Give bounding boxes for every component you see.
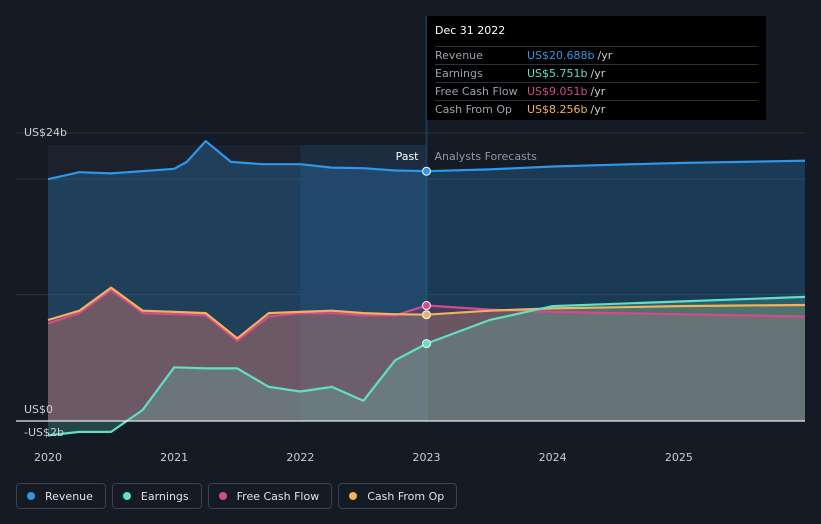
legend-label: Cash From Op bbox=[367, 489, 445, 503]
x-tick-label: 2022 bbox=[286, 451, 314, 464]
forecast-label: Analysts Forecasts bbox=[435, 150, 538, 163]
marker-earnings bbox=[422, 339, 431, 349]
tooltip-row-unit: /yr bbox=[590, 67, 606, 80]
highlight-markers bbox=[422, 166, 431, 349]
marker-free-cash-flow bbox=[422, 301, 431, 311]
legend-dot-icon bbox=[218, 492, 227, 500]
series-lines bbox=[47, 140, 806, 437]
x-tick-label: 2024 bbox=[539, 451, 567, 464]
tooltip-row-name: Free Cash Flow bbox=[435, 85, 518, 98]
tooltip-row-value: US$20.688b bbox=[527, 49, 595, 62]
line-earnings bbox=[47, 295, 806, 437]
y-tick-label: US$0 bbox=[24, 403, 53, 416]
series-areas bbox=[48, 141, 805, 436]
area-cash-from-op bbox=[48, 287, 805, 421]
tooltip-row-name: Cash From Op bbox=[435, 103, 513, 116]
chart: US$24b US$0 -US$2b 2020 2021 2022 2023 2024 2025… bbox=[16, 16, 806, 464]
line-revenue bbox=[47, 140, 806, 181]
x-tick-label: 2020 bbox=[34, 451, 62, 464]
legend-dot-icon bbox=[122, 492, 131, 500]
legend-item-earnings[interactable]: Earnings bbox=[111, 483, 202, 509]
chart-background bbox=[48, 16, 428, 421]
legend-label: Earnings bbox=[140, 489, 189, 503]
y-tick-label: US$24b bbox=[24, 126, 67, 139]
tooltip-row-unit: /yr bbox=[590, 85, 606, 98]
hover-highlight-band bbox=[300, 145, 427, 421]
x-tick-label: 2025 bbox=[665, 451, 693, 464]
area-free-cash-flow bbox=[48, 290, 805, 421]
legend-item-free-cash-flow[interactable]: Free Cash Flow bbox=[207, 483, 333, 509]
legend-label: Free Cash Flow bbox=[236, 489, 320, 503]
tooltip-row-free-cash-flow: Free Cash Flow US$9.051b /yr bbox=[435, 82, 758, 100]
tooltip-row-unit: /yr bbox=[590, 103, 606, 116]
marker-cash-from-op bbox=[422, 310, 431, 320]
tooltip-row-earnings: Earnings US$5.751b /yr bbox=[435, 64, 758, 82]
tooltip-row-name: Revenue bbox=[435, 49, 483, 62]
hover-line bbox=[425, 16, 428, 421]
legend-item-cash-from-op[interactable]: Cash From Op bbox=[338, 483, 458, 509]
x-tick-label: 2023 bbox=[413, 451, 441, 464]
line-cash-from-op bbox=[47, 286, 806, 340]
line-free-cash-flow bbox=[47, 288, 806, 342]
tooltip-row-revenue: Revenue US$20.688b /yr bbox=[435, 46, 758, 64]
marker-revenue bbox=[422, 166, 431, 176]
tooltip-row-value: US$5.751b bbox=[527, 67, 588, 80]
tooltip-row-cash-from-op: Cash From Op US$8.256b /yr bbox=[435, 100, 758, 118]
tooltip-row-value: US$8.256b bbox=[527, 103, 588, 116]
tooltip-row-value: US$9.051b bbox=[527, 85, 588, 98]
area-revenue bbox=[48, 141, 805, 421]
area-earnings bbox=[48, 296, 805, 436]
x-tick-label: 2021 bbox=[160, 451, 188, 464]
legend-item-revenue[interactable]: Revenue bbox=[16, 483, 106, 509]
tooltip-row-name: Earnings bbox=[435, 67, 483, 80]
axes: US$24b US$0 -US$2b 2020 2021 2022 2023 2024 2025… bbox=[16, 126, 805, 464]
tooltip-date: Dec 31 2022 bbox=[435, 24, 506, 37]
tooltip-row-unit: /yr bbox=[597, 49, 613, 62]
legend: Revenue Earnings Free Cash Flow Cash Fro… bbox=[16, 483, 458, 509]
past-label: Past bbox=[396, 150, 420, 163]
y-tick-label: -US$2b bbox=[24, 426, 64, 439]
legend-dot-icon bbox=[27, 492, 35, 500]
legend-dot-icon bbox=[349, 492, 358, 500]
legend-label: Revenue bbox=[45, 489, 93, 503]
tooltip: Dec 31 2022 Revenue US$20.688b /yr Earni… bbox=[427, 16, 766, 120]
grid bbox=[16, 132, 805, 296]
